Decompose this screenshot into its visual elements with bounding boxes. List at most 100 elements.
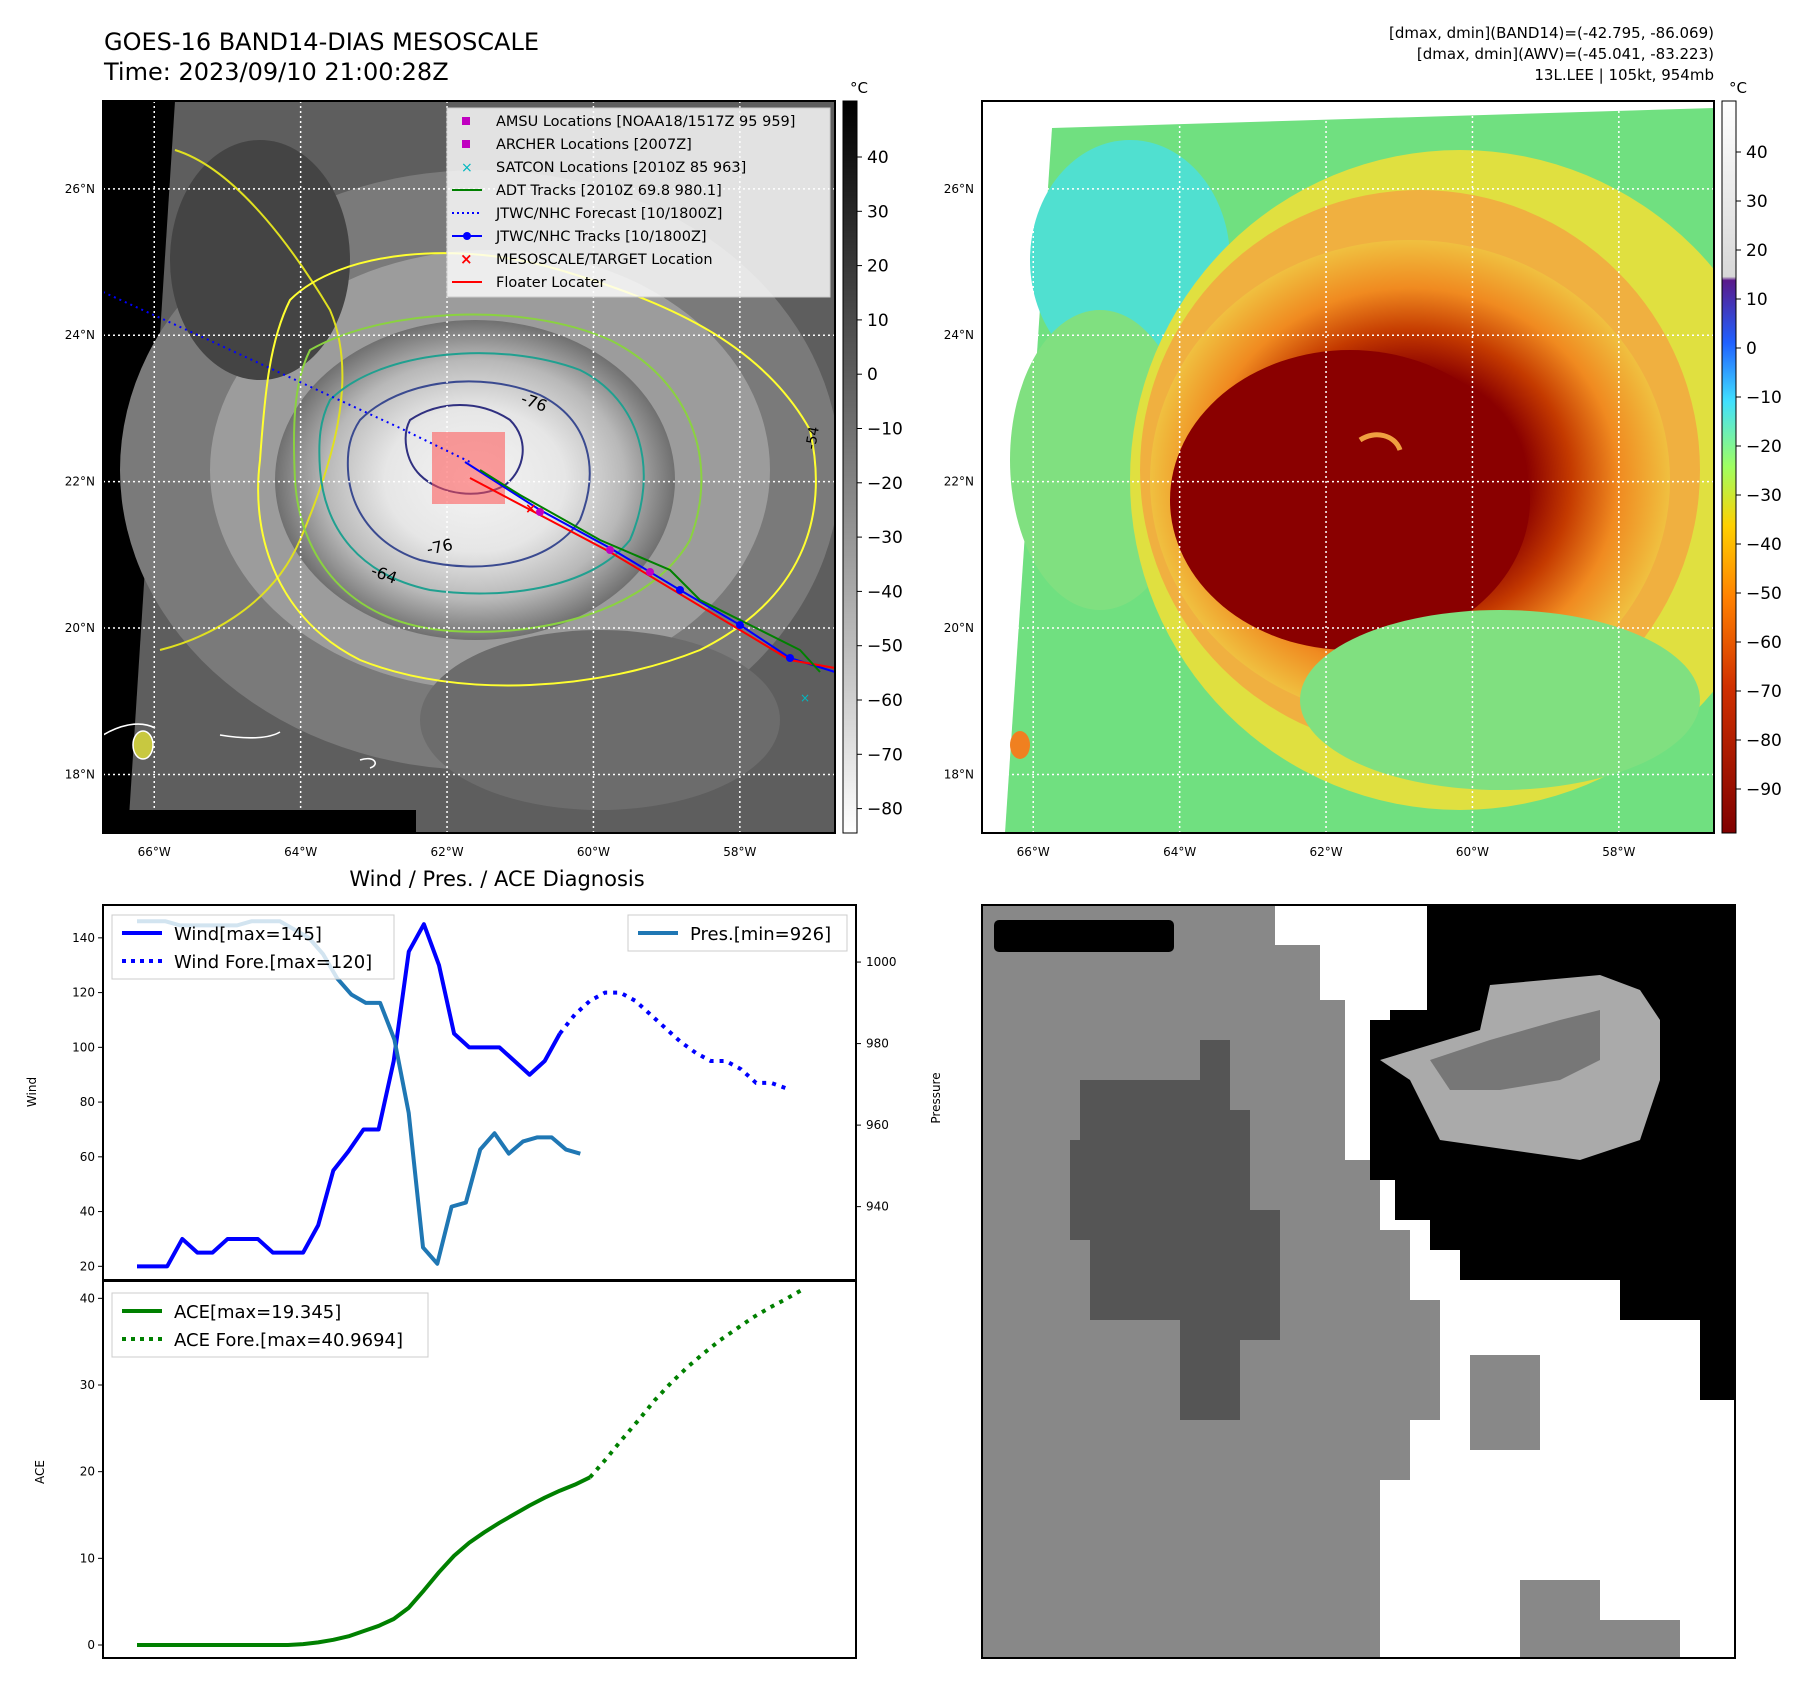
svg-text:×: × (525, 501, 537, 517)
colorbar-tick-label: −50 (867, 637, 903, 657)
wmg-count-badge (994, 920, 1174, 952)
gray-lat-label: 24°N (65, 328, 95, 342)
gray-lon-label: 66°W (138, 845, 171, 859)
colorbar-tick-label: −70 (867, 745, 903, 765)
colorbar-tick-label: −40 (1746, 535, 1782, 555)
legend-label: JTWC/NHC Tracks [10/1800Z] (495, 229, 707, 245)
gray-lon-label: 62°W (430, 845, 463, 859)
legend-label: Floater Locater (496, 275, 605, 291)
colorbar-tick-label: −30 (1746, 486, 1782, 506)
wmg-count-label: WMG Count: 0 (1001, 925, 1162, 949)
colorbar-tick-label: −20 (867, 474, 903, 494)
copyright-badge (104, 810, 416, 833)
wind-tick-label: 140 (72, 931, 95, 945)
ace-tick-label: 30 (80, 1378, 95, 1392)
legend-label: ADT Tracks [2010Z 69.8 980.1] (496, 183, 722, 199)
color-lat-label: 20°N (944, 621, 974, 635)
figure-title: GOES-16 BAND14-DIAS MESOSCALE (104, 28, 539, 56)
colorbar-tick-label: −10 (867, 420, 903, 440)
gray-lon-label: 58°W (723, 845, 756, 859)
gray-lon-label: 60°W (577, 845, 610, 859)
colorbar-tick-label: 20 (867, 257, 889, 277)
ir-gray-legend: AMSU Locations [NOAA18/1517Z 95 959] ARCH… (446, 107, 831, 298)
gray-colorbar: °C 40 30 20 10 0 −10 −20 −30 −40 −50 −60 −70 −80 (842, 79, 903, 834)
ace-tick-label: 20 (80, 1465, 95, 1479)
ace-tick-label: 40 (80, 1291, 95, 1305)
color-lon-label: 62°W (1309, 845, 1342, 859)
ace-legend: ACE[max=19.345] ACE Fore.[max=40.9694] (111, 1292, 429, 1358)
colorbar-tick-label: 0 (867, 365, 878, 385)
legend-marker-square (462, 117, 470, 125)
ace-axis-label: ACE (33, 1460, 47, 1484)
wind-tick-label: 100 (72, 1040, 95, 1054)
colorbar-tick-label: 40 (1746, 143, 1768, 163)
color-colorbar: °C 40 30 20 10 0 −10 −20 −30 −40 −50 −60 −70 −80 −90 (1721, 79, 1782, 834)
color-colorbar-unit: °C (1729, 79, 1747, 97)
colorbar-tick-label: −60 (1746, 633, 1782, 653)
colorbar-tick-label: 0 (1746, 339, 1757, 359)
colorbar-tick-label: −30 (867, 528, 903, 548)
adt-track (479, 469, 821, 673)
gray-lat-label: 26°N (65, 182, 95, 196)
pressure-tick-label: 980 (866, 1037, 889, 1051)
wind-tick-label: 40 (80, 1205, 95, 1219)
svg-text:×: × (800, 691, 810, 705)
wind-tick-label: 120 (72, 986, 95, 1000)
legend-marker-square (462, 140, 470, 148)
colorbar-tick-label: 10 (1746, 290, 1768, 310)
colorbar-tick-label: −80 (867, 800, 903, 820)
legend-ace-forecast: ACE Fore.[max=40.9694] (174, 1330, 403, 1351)
pressure-tick-label: 1000 (866, 955, 897, 969)
colorbar-tick-label: −40 (867, 582, 903, 602)
info-line-awv: [dmax, dmin](AWV)=(-45.041, -83.223) (1417, 45, 1714, 63)
colorbar-tick-label: −60 (867, 691, 903, 711)
wind-axis-label: Wind (25, 1077, 39, 1107)
colorbar-tick-label: 10 (867, 311, 889, 331)
color-lat-label: 22°N (944, 475, 974, 489)
legend-marker-x: × (460, 250, 473, 268)
gray-lon-label: 64°W (284, 845, 317, 859)
wind-line (137, 922, 562, 1269)
pressure-axis-label: Pressure (929, 1072, 943, 1123)
track-markers: × × (525, 501, 810, 705)
colorbar-tick-label: 40 (867, 148, 889, 168)
wind-legend: Wind[max=145] Wind Fore.[max=120] (111, 914, 395, 980)
colorbar-tick-label: −70 (1746, 682, 1782, 702)
mesoscale-target-box (432, 432, 505, 504)
gray-lat-label: 20°N (65, 621, 95, 635)
wind-forecast-line (558, 990, 787, 1091)
ir-gray-panel: AMSU Locations [NOAA18/1517Z 95 959] ARCH… (65, 100, 836, 859)
ace-tick-label: 10 (80, 1551, 95, 1565)
wmg-panel: WMG Count: 0 (981, 904, 1736, 1659)
colorbar-tick-label: 30 (867, 202, 889, 222)
info-block: [dmax, dmin](BAND14)=(-42.795, -86.069) … (1389, 24, 1714, 84)
color-lon-label: 64°W (1163, 845, 1196, 859)
legend-wind: Wind[max=145] (174, 924, 322, 945)
color-lon-label: 60°W (1456, 845, 1489, 859)
colorbar-tick-label: −80 (1746, 731, 1782, 751)
colorbar-tick-label: −20 (1746, 437, 1782, 457)
wind-tick-label: 20 (80, 1259, 95, 1273)
ir-color-gridlines (982, 101, 1714, 833)
diagnosis-title: Wind / Pres. / ACE Diagnosis (349, 867, 644, 891)
color-lon-label: 66°W (1017, 845, 1050, 859)
legend-label: ARCHER Locations [2007Z] (496, 137, 692, 153)
colorbar-tick-label: 30 (1746, 192, 1768, 212)
color-lon-label: 58°W (1602, 845, 1635, 859)
gray-lat-label: 18°N (65, 767, 95, 781)
color-lat-label: 26°N (944, 182, 974, 196)
jtwc-forecast-track (102, 291, 471, 463)
legend-pressure: Pres.[min=926] (690, 924, 831, 945)
pressure-tick-label: 940 (866, 1200, 889, 1214)
colorbar-tick-label: −90 (1746, 780, 1782, 800)
wind-pressure-chart: 140 120 100 80 60 40 20 1000 980 960 940 Wind Pres… (25, 904, 943, 1281)
legend-label: MESOSCALE/TARGET Location (496, 252, 713, 268)
color-lat-label: 24°N (944, 328, 974, 342)
copyright-text: Copyright © 2020-2023 Dapiya (109, 812, 388, 831)
info-line-band14: [dmax, dmin](BAND14)=(-42.795, -86.069) (1389, 24, 1714, 42)
ace-tick-label: 0 (87, 1638, 95, 1652)
colorbar-tick-label: 20 (1746, 241, 1768, 261)
legend-label: JTWC/NHC Forecast [10/1800Z] (495, 206, 722, 222)
legend-ace: ACE[max=19.345] (174, 1302, 341, 1323)
